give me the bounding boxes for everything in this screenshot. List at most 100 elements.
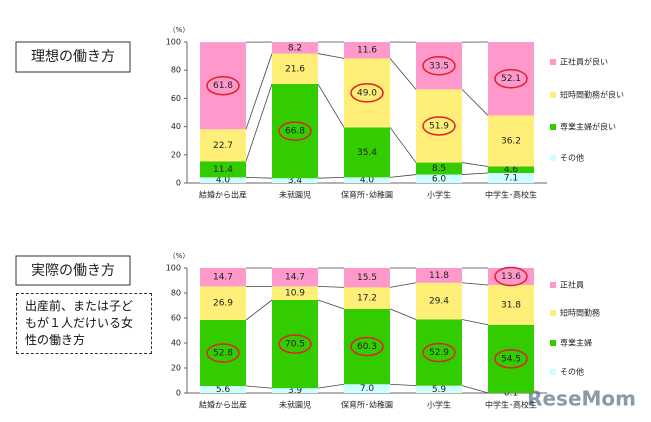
highlight-circle bbox=[422, 116, 456, 136]
annotation-box bbox=[15, 41, 131, 73]
value-label: 54.5 bbox=[501, 354, 521, 364]
y-tick-label: 60 bbox=[171, 94, 181, 103]
value-label: 5.9 bbox=[432, 385, 447, 395]
bar-segment bbox=[200, 161, 246, 178]
value-label: 11.6 bbox=[357, 46, 377, 56]
value-label: 52.8 bbox=[213, 349, 233, 359]
bar-segment bbox=[416, 174, 462, 183]
value-label: 26.9 bbox=[213, 299, 233, 309]
value-label: 8.5 bbox=[432, 164, 446, 174]
value-label: 7.0 bbox=[360, 384, 375, 394]
y-tick-label: 40 bbox=[171, 122, 181, 131]
legend-label: 短時間勤務 bbox=[560, 308, 600, 318]
bar-segment bbox=[200, 268, 246, 287]
bar-segment bbox=[272, 53, 318, 85]
value-label: 8.2 bbox=[288, 43, 302, 53]
x-tick-label: 保育所･幼稚園 bbox=[341, 400, 393, 410]
value-label: 61.8 bbox=[213, 81, 233, 91]
value-label: 70.5 bbox=[285, 340, 305, 350]
connector bbox=[389, 127, 417, 163]
value-label: 15.5 bbox=[357, 273, 377, 283]
value-label: 5.6 bbox=[216, 385, 231, 395]
highlight-circle bbox=[422, 342, 456, 363]
bar-segment bbox=[488, 172, 534, 183]
value-label: 14.7 bbox=[213, 273, 233, 283]
bar-segment bbox=[272, 268, 318, 287]
bar-segment bbox=[416, 162, 462, 175]
legend-label: 正社員 bbox=[560, 280, 584, 290]
value-label: 17.2 bbox=[357, 294, 377, 304]
legend-swatch bbox=[550, 59, 556, 65]
value-label: 36.2 bbox=[501, 136, 521, 146]
legend-label: 短時間勤務が良い bbox=[560, 90, 624, 100]
highlight-circle bbox=[278, 334, 312, 354]
highlight-circle bbox=[494, 349, 528, 369]
connector bbox=[461, 319, 489, 326]
bar-segment bbox=[416, 385, 462, 393]
note: 出産前、または子どもが１人だけいる女性の働き方 bbox=[16, 293, 152, 354]
value-label: 11.4 bbox=[213, 165, 233, 175]
value-label: 35.4 bbox=[357, 148, 377, 158]
highlight-circle bbox=[494, 266, 528, 287]
bar-segment bbox=[488, 285, 534, 325]
bar-segment bbox=[344, 268, 390, 288]
value-label: 66.8 bbox=[285, 127, 305, 137]
legend-label: 専業主婦 bbox=[560, 338, 592, 348]
y-tick-label: 80 bbox=[171, 66, 181, 75]
value-label: 7.1 bbox=[504, 173, 518, 183]
connector bbox=[461, 89, 489, 116]
bar-segment bbox=[488, 268, 534, 285]
bar-segment bbox=[344, 287, 390, 309]
value-label: 4.0 bbox=[360, 176, 375, 186]
connector bbox=[461, 172, 489, 175]
connector bbox=[389, 58, 417, 90]
value-label: 29.4 bbox=[429, 297, 449, 307]
connector bbox=[461, 162, 489, 167]
value-label: 4.6 bbox=[504, 165, 519, 175]
y-tick-label: 20 bbox=[171, 364, 181, 373]
connector bbox=[245, 299, 273, 321]
connector bbox=[461, 385, 489, 394]
y-tick-label: 40 bbox=[171, 339, 181, 348]
x-tick-label: 未就園児 bbox=[279, 190, 311, 200]
annotation: 理想の働き方 bbox=[31, 49, 115, 65]
y-tick-label: 0 bbox=[176, 179, 181, 188]
legend-label: 正社員が良い bbox=[560, 57, 608, 67]
connector bbox=[389, 282, 417, 288]
value-label: 31.8 bbox=[501, 300, 521, 310]
bar-segment bbox=[272, 388, 318, 393]
bar-segment bbox=[200, 129, 246, 162]
connector bbox=[317, 383, 345, 389]
bar-segment bbox=[272, 178, 318, 183]
bar-segment bbox=[344, 177, 390, 183]
x-tick-label: 中学生･高校生 bbox=[485, 190, 537, 200]
watermark: ReseMom bbox=[527, 387, 636, 411]
legend-swatch bbox=[550, 155, 556, 161]
bar-segment bbox=[272, 286, 318, 300]
y-tick-label: 100 bbox=[166, 264, 181, 273]
connector bbox=[317, 285, 345, 288]
legend-swatch bbox=[550, 92, 556, 98]
value-label: 0.1 bbox=[504, 388, 518, 398]
highlight-circle bbox=[206, 75, 240, 96]
x-tick-label: 結婚から出産 bbox=[199, 400, 247, 410]
connector bbox=[389, 174, 417, 178]
bar-segment bbox=[488, 166, 534, 173]
y-axis-label: （%） bbox=[169, 26, 190, 34]
connector bbox=[317, 176, 345, 179]
bar-segment bbox=[344, 127, 390, 178]
x-tick-label: 中学生･高校生 bbox=[485, 400, 537, 410]
annotation-box bbox=[15, 255, 131, 286]
legend-label: 専業主婦が良い bbox=[560, 122, 616, 132]
connector bbox=[317, 53, 345, 59]
value-label: 51.9 bbox=[429, 121, 449, 131]
y-tick-label: 80 bbox=[171, 289, 181, 298]
x-tick-label: 未就園児 bbox=[279, 400, 311, 410]
value-label: 60.3 bbox=[357, 342, 377, 352]
connector bbox=[317, 83, 345, 128]
bar-segment bbox=[344, 384, 390, 393]
connector bbox=[245, 53, 273, 130]
y-tick-label: 60 bbox=[171, 314, 181, 323]
highlight-circle bbox=[494, 68, 528, 89]
